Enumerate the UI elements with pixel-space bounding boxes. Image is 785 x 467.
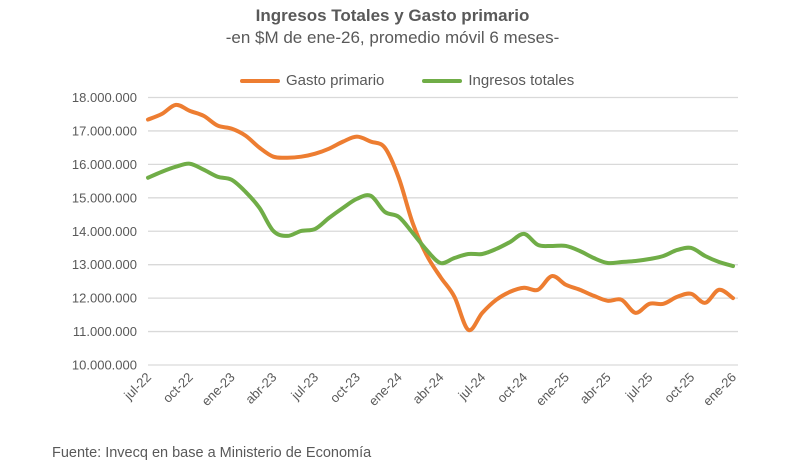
x-tick-label: oct-22 (160, 370, 196, 406)
x-tick-label: oct-23 (327, 370, 363, 406)
x-tick-label: abr-24 (409, 370, 446, 407)
source-note: Fuente: Invecq en base a Ministerio de E… (52, 445, 372, 461)
x-tick-label: ene-23 (198, 370, 237, 409)
chart-subtitle: -en $M de ene-26, promedio móvil 6 meses… (225, 28, 560, 47)
x-tick-label: jul-24 (455, 370, 489, 404)
x-tick-label: jul-23 (287, 370, 321, 404)
legend-item-gasto: Gasto primario (240, 72, 384, 89)
x-tick-label: abr-23 (242, 370, 279, 407)
y-tick-label: 12.000.000 (72, 291, 137, 306)
series-line-ingresos-totales (146, 161, 735, 269)
y-tick-label: 11.000.000 (73, 324, 137, 339)
x-tick-label: ene-25 (533, 370, 572, 409)
y-tick-label: 16.000.000 (72, 157, 137, 172)
legend-swatch-ingresos (422, 78, 463, 83)
legend-label-gasto: Gasto primario (286, 72, 385, 89)
chart-title: Ingresos Totales y Gasto primario (255, 6, 530, 25)
legend-swatch-gasto (240, 78, 280, 83)
y-tick-label: 15.000.000 (72, 190, 137, 205)
y-tick-label: 18.000.000 (72, 90, 137, 105)
x-tick-label: jul-22 (120, 370, 154, 404)
series-line-gasto-primario (146, 102, 735, 333)
y-tick-label: 17.000.000 (72, 123, 137, 138)
x-tick-label: oct-25 (661, 370, 697, 406)
legend: Gasto primario Ingresos totales (240, 72, 574, 89)
legend-item-ingresos: Ingresos totales (422, 72, 574, 89)
y-tick-label: 13.000.000 (72, 257, 137, 272)
legend-label-ingresos: Ingresos totales (468, 72, 575, 89)
y-tick-label: 10.000.000 (72, 358, 137, 373)
y-tick-label: 14.000.000 (72, 224, 137, 239)
x-tick-label: abr-25 (577, 370, 614, 407)
x-tick-label: ene-26 (700, 370, 739, 409)
x-tick-label: ene-24 (366, 370, 405, 409)
x-tick-label: jul-25 (622, 370, 656, 404)
x-tick-label: oct-24 (494, 370, 530, 406)
